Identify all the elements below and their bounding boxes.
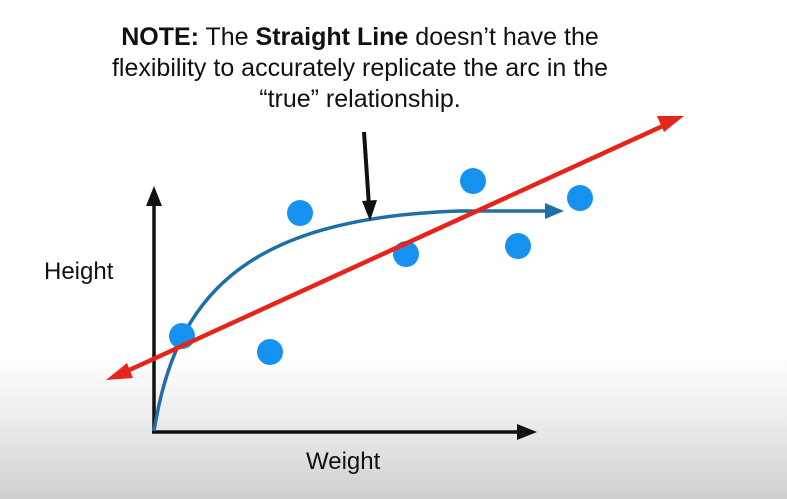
true-curve-path bbox=[152, 209, 548, 432]
true-curve-arrowhead bbox=[545, 203, 564, 219]
axes bbox=[146, 186, 537, 440]
y-axis-label: Height bbox=[44, 258, 114, 285]
straight-line-fit bbox=[106, 116, 684, 380]
straight-line bbox=[124, 122, 666, 375]
note-annotation: NOTE: The Straight Line doesn’t have the… bbox=[100, 22, 620, 115]
data-point bbox=[287, 200, 313, 226]
note-text-2: doesn’t have the flexibility to accurate… bbox=[111, 23, 609, 113]
pointer-arrow bbox=[362, 131, 377, 221]
data-point bbox=[567, 185, 593, 211]
data-point bbox=[505, 233, 531, 259]
data-point bbox=[257, 339, 283, 365]
straight-line-arrowhead-left bbox=[106, 363, 133, 380]
x-axis-arrowhead bbox=[517, 424, 537, 440]
note-text-1: The bbox=[199, 23, 256, 51]
data-point bbox=[460, 168, 486, 194]
note-bold-term: Straight Line bbox=[255, 23, 409, 51]
pointer-arrowhead bbox=[362, 200, 377, 221]
note-prefix: NOTE: bbox=[121, 23, 200, 51]
data-points bbox=[169, 168, 593, 365]
pointer-shaft bbox=[362, 131, 371, 207]
straight-line-arrowhead-right bbox=[657, 116, 684, 132]
y-axis-arrowhead bbox=[146, 186, 162, 206]
true-relationship-curve bbox=[152, 203, 564, 432]
x-axis-label: Weight bbox=[306, 448, 381, 475]
